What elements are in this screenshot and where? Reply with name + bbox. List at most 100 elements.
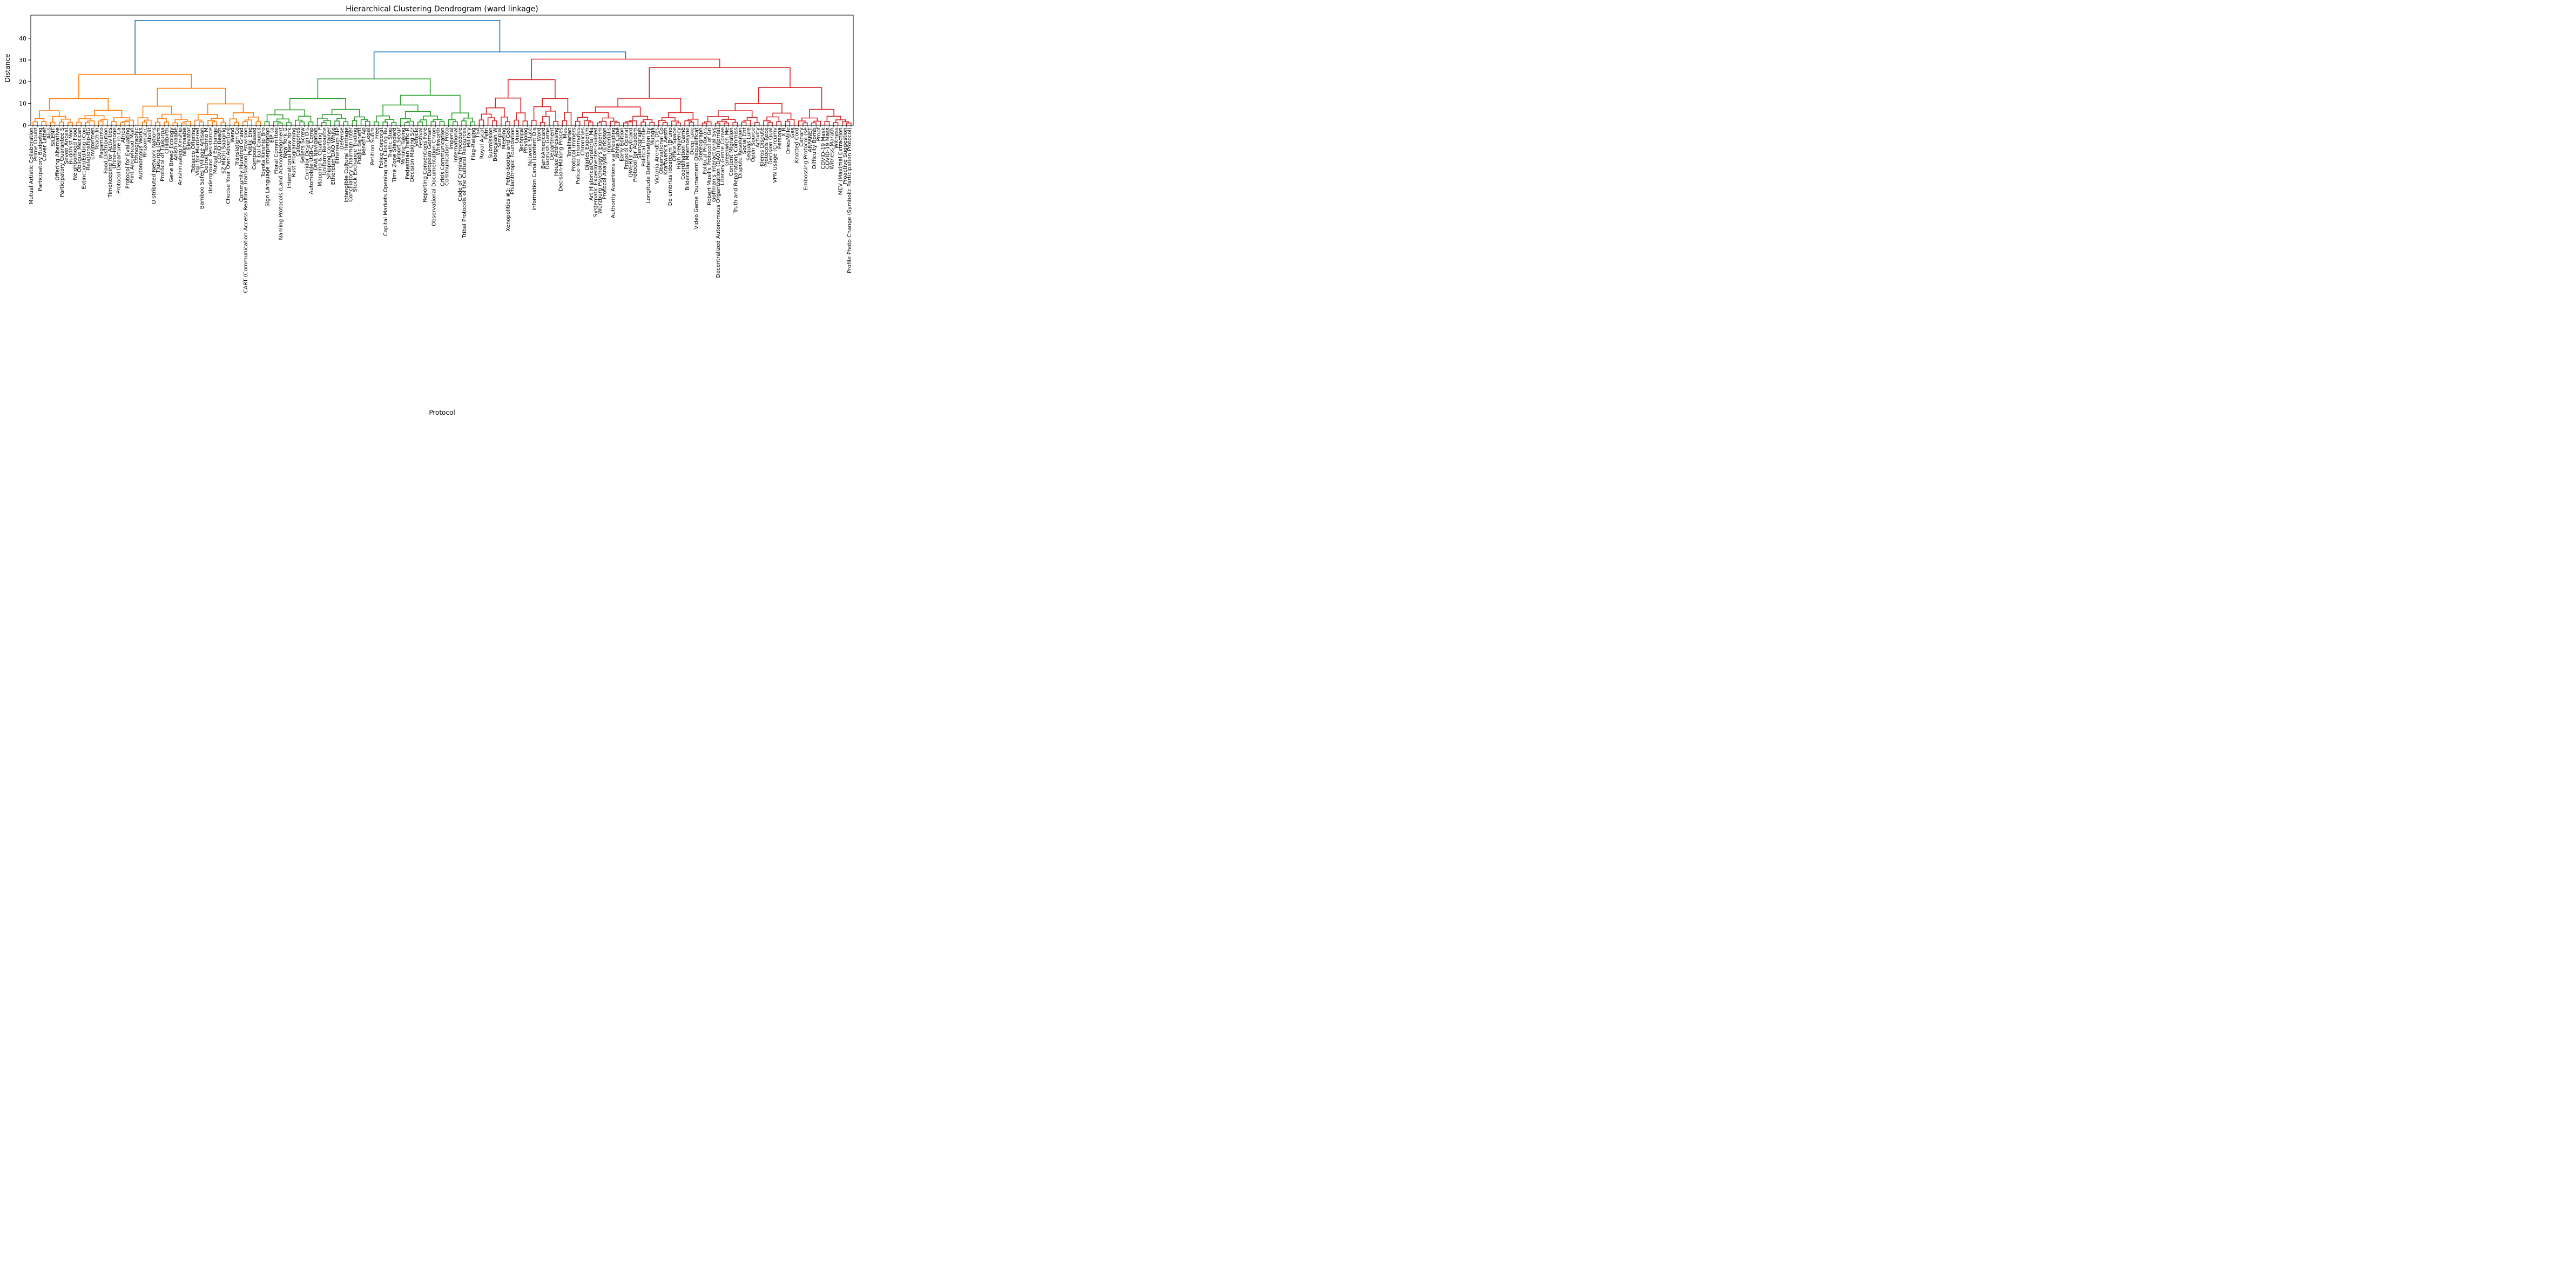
x-tick-label: Technical [518,127,524,153]
x-tick-label: Longitude Determination by [645,127,651,203]
y-tick-label: 40 [19,35,26,42]
x-tick-label: Reporting Conventions Fore [422,127,428,202]
x-tick-label: Stenograph [637,127,643,159]
x-tick-label: Rust Programming [291,127,297,178]
x-tick-label: Social Ent [742,127,748,154]
x-tick-label: Airport Secur [396,127,402,163]
x-tick-label: Ethereum DAO White [331,127,336,185]
x-tick-label: International [453,127,459,162]
x-tick-label: Decision-Making Proces [558,127,564,191]
x-tick-label: Protocol Departure in Ca [116,127,122,194]
x-tick-label: European German [427,127,433,177]
x-tick-label: Automobile USB-C Comp [309,127,315,194]
x-tick-label: Traffic Stop [387,127,393,158]
x-tick-label: Political Thrille [641,127,647,167]
x-tick-label: Pedestrian Traffic R [405,127,411,179]
x-tick-label: Tobacco Offering [191,127,197,173]
x-tick-label: Nishnaabe [182,127,188,156]
x-tick-label: Dispute Resolution [737,127,743,178]
x-tick-label: Activity [755,127,761,147]
x-tick-label: Categories [295,127,301,157]
x-tick-label: Witness [834,127,840,148]
x-tick-label: Political Protocols [703,127,709,174]
x-tick-label: Department [549,127,555,160]
x-tick-label: Decision Qual [768,127,774,165]
x-tick-label: Tjukurpa (Dream [156,127,161,173]
cluster_1-links [32,73,261,125]
x-tick-label: Vehicle [414,127,420,147]
x-tick-label: Witness Marath [830,127,835,170]
x-tick-label: Whitworth [435,127,441,156]
x-tick-label: Africa [120,127,126,143]
x-tick-label: Stock Exchange Trading [353,127,359,192]
x-tick-label: Pagamento [99,127,105,158]
x-tick-label: Participatory Guarantee S [59,127,65,197]
x-tick-label: Art Historical/Curatorial Ma [589,127,595,201]
x-tick-label: SZ Michi Saagnig [221,127,227,174]
x-tick-label: Defense [339,127,345,150]
x-tick-label: Mutual Exchange [212,127,218,174]
x-tick-label: Police-led Informates [576,127,582,184]
x-tick-label: De umbrias ideareum (Bruno [667,127,673,206]
x-tick-label: Military [466,127,472,147]
x-tick-label: Content Migration [729,127,734,176]
x-tick-label: Festival [418,127,424,148]
x-tick-label: Time Zone Standard [392,127,397,183]
x-tick-label: Embossing Protocol (se [803,127,809,190]
x-tick-label: Physiolog [523,127,529,153]
x-tick-label: Oblique Mexican [77,127,83,172]
x-tick-label: Imperial [449,127,455,150]
x-tick-label: Information Canal (content Dis [532,127,538,211]
x-tick-label: MEV (Maximal Extraction [838,127,844,195]
x-tick-label: New York G [282,127,288,158]
x-tick-label: Simplal [497,127,503,147]
x-tick-label: CART (Communication Access Realtime Tran… [243,127,249,293]
x-tick-label: COVID Beach [217,127,222,163]
dendrogram-figure: Hierarchical Clustering Dendrogram (ward… [0,0,859,426]
x-tick-label: Protocol of Tjukurpa [160,127,166,181]
x-tick-label: Literary Genre Conve [720,127,726,185]
y-tick-label: 20 [19,78,26,85]
x-tick-label: Persona [777,127,783,149]
x-tick-label: Timekeeping for Activities [107,127,113,198]
x-tick-label: Early Edition [619,127,625,161]
x-tick-label: Abolit [147,127,153,143]
x-tick-label: Deep fake [689,127,695,155]
x-tick-label: Diagrush Game [545,127,551,170]
x-tick-label: Borgesian W [493,127,498,161]
x-tick-label: Decentralized Autonomous Organization (D… [716,127,721,278]
x-tick-label: Profile Photo Change (Symbolic Participa… [847,127,853,273]
x-tick-label: Truth and Reparations Commiss [733,127,739,214]
x-tick-label: Canary [799,127,805,147]
x-tick-label: Public Benefit [357,127,363,165]
x-tick-label: Open Source [751,127,757,162]
x-tick-label: Community Hundred Grand [239,127,245,202]
x-tick-label: Detroit Techno M [204,127,210,173]
x-tick-label: VPN Usage (Circumv [772,127,778,183]
x-tick-label: Urine-Hormone [112,127,118,168]
x-tick-label: Protocol Immers [571,127,577,171]
x-tick-label: Intangible Cultural Heritage [343,127,349,202]
x-tick-label: Bilderatlas Mnemosyne [685,127,691,191]
x-tick-label: Ethereum EIP [335,127,341,164]
x-tick-label: Buddhist Mon [68,127,74,164]
x-tick-label: International New York [287,127,293,188]
x-tick-label: Autonomous Works [138,127,144,180]
x-tick-label: Minute Taking [401,127,407,165]
x-tick-label: Xenopolitics #1: Petro-bodies and Geo [505,127,511,232]
x-tick-label: Greenwich Me [724,127,730,166]
x-tick-label: Extinction/Editing (Con [81,127,87,190]
x-tick-label: Mapping & Charting P [318,127,323,186]
x-tick-label: Meeting [501,127,507,149]
x-tick-label: Gene Breed Ecology [168,127,174,182]
x-tick-label: Coordination Game [680,127,686,180]
x-tick-label: Würzburg Psychology's Experim [597,127,603,214]
x-tick-label: Code of Criminal Procedure [457,127,463,201]
top-links [134,20,626,79]
x-tick-label: EIP (a [269,127,275,143]
x-tick-label: Seven Ancest [64,127,70,164]
x-tick-label: Vigil for Murdered [195,127,201,175]
x-tick-label: Observational Co [659,127,665,174]
x-tick-label: Rhizomatic [143,127,149,158]
x-tick-label: Totalitarian [567,127,573,158]
